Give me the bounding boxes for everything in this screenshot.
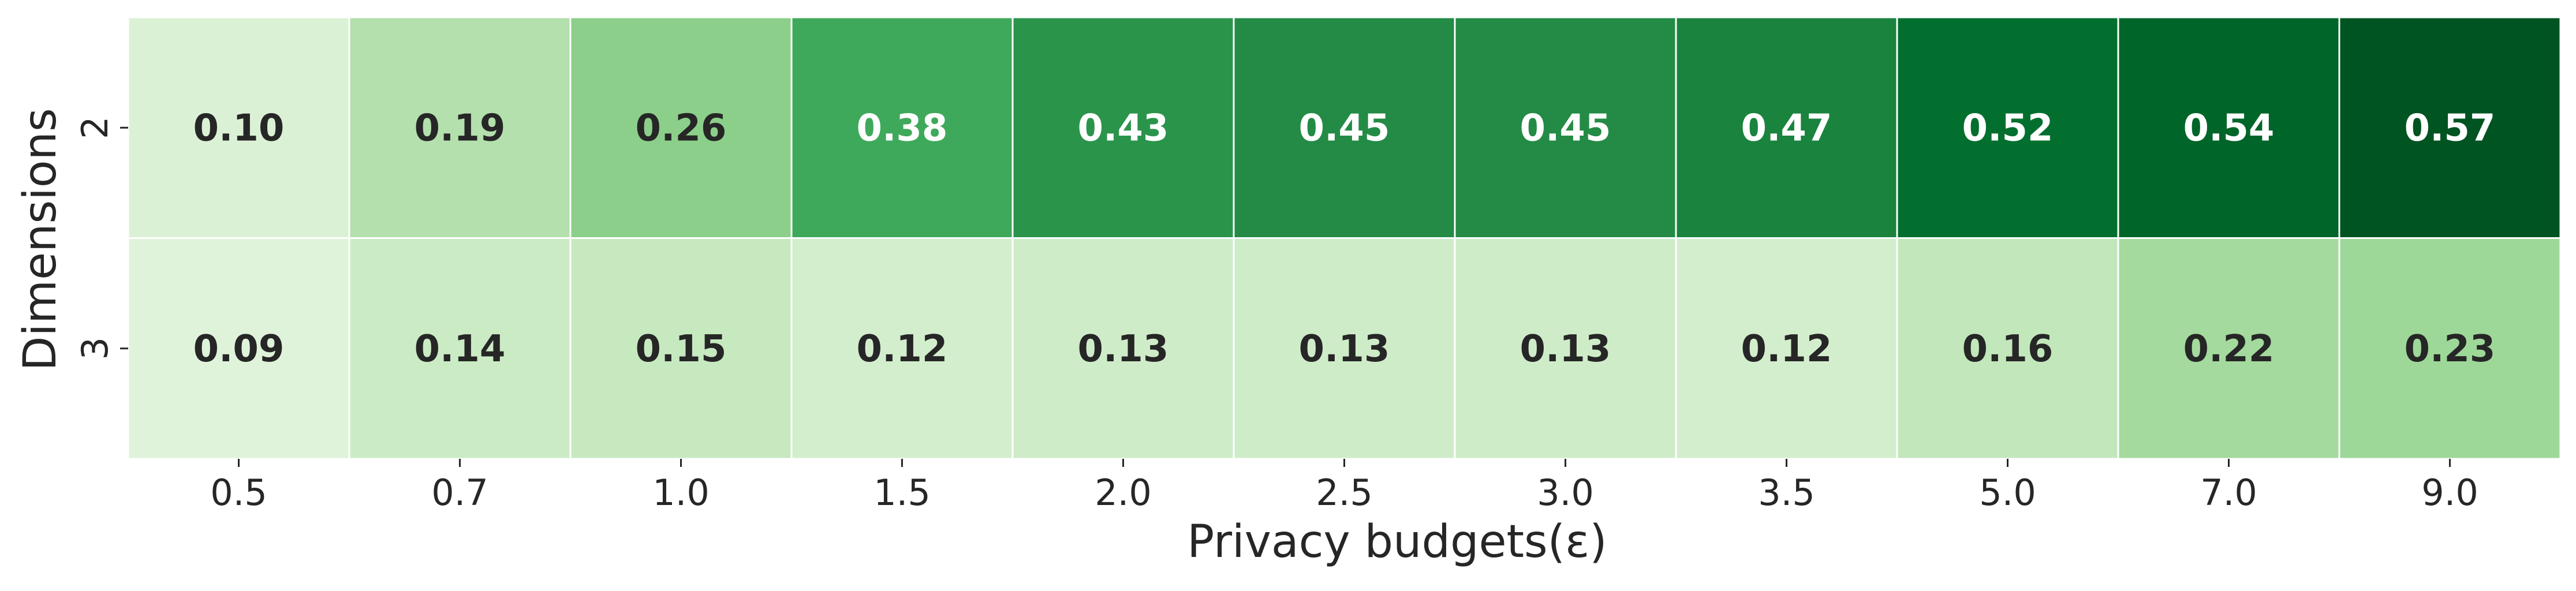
heatmap-cell-label: 0.12 <box>1741 328 1832 371</box>
heatmap-cell <box>1233 237 1456 460</box>
x-tick-label: 2.0 <box>1095 472 1152 514</box>
heatmap-cell <box>1233 16 1456 239</box>
heatmap-cell <box>2117 16 2340 239</box>
heatmap-cell-label: 0.12 <box>857 328 948 371</box>
heatmap-cell-label: 0.22 <box>2183 328 2275 371</box>
heatmap-cell <box>790 237 1014 460</box>
heatmap-cell <box>348 237 572 460</box>
heatmap-cells <box>127 16 2562 460</box>
heatmap-cell-label: 0.43 <box>1078 107 1169 149</box>
x-tick-label: 7.0 <box>2200 472 2257 514</box>
heatmap-cell-label: 0.13 <box>1299 328 1390 371</box>
heatmap-cell <box>1896 237 2119 460</box>
heatmap-cell <box>569 237 793 460</box>
heatmap-cell <box>790 16 1014 239</box>
x-tick-label: 2.5 <box>1316 472 1373 514</box>
heatmap-cell <box>127 237 350 460</box>
heatmap-cell <box>2338 237 2562 460</box>
heatmap-cell-label: 0.10 <box>193 107 285 149</box>
x-tick-label: 5.0 <box>1979 472 2036 514</box>
y-axis-ticks: 23 <box>74 117 128 360</box>
x-tick-label: 9.0 <box>2421 472 2478 514</box>
heatmap-cell-label: 0.15 <box>636 328 727 371</box>
heatmap-cell <box>2117 237 2340 460</box>
heatmap-cell-label: 0.52 <box>1962 107 2054 149</box>
x-axis-ticks: 0.5 0.7 1.0 1.5 2.0 2.5 3.0 3.5 5.0 7.0 9.0 <box>210 459 2478 514</box>
heatmap-cell-label: 0.14 <box>415 328 506 371</box>
x-tick-label: 0.7 <box>431 472 488 514</box>
heatmap-cell <box>1011 237 1235 460</box>
heatmap-cell-label: 0.09 <box>193 328 285 371</box>
x-tick-label: 3.0 <box>1537 472 1594 514</box>
heatmap-cell-label: 0.26 <box>636 107 727 149</box>
x-tick-label: 3.5 <box>1758 472 1815 514</box>
y-tick-label: 2 <box>74 117 116 139</box>
heatmap-cell <box>1454 237 1677 460</box>
heatmap-cell <box>569 16 793 239</box>
heatmap-cell-label: 0.19 <box>415 107 506 149</box>
heatmap-cell-label: 0.16 <box>1962 328 2054 371</box>
x-tick-label: 1.5 <box>873 472 931 514</box>
heatmap-cell-label: 0.13 <box>1520 328 1611 371</box>
heatmap-cell-label: 0.45 <box>1520 107 1611 149</box>
y-axis-label: Dimensions <box>14 108 66 371</box>
heatmap-cell <box>2338 16 2562 239</box>
heatmap-cell-label: 0.57 <box>2405 107 2496 149</box>
x-tick-label: 0.5 <box>210 472 267 514</box>
heatmap-cell <box>127 16 350 239</box>
heatmap-cell <box>1675 16 1898 239</box>
y-tick-label: 3 <box>74 337 116 360</box>
heatmap-cell-label: 0.38 <box>857 107 948 149</box>
x-axis-label: Privacy budgets(ε) <box>1187 516 1607 568</box>
heatmap-cell-label: 0.45 <box>1299 107 1390 149</box>
heatmap-cell <box>1011 16 1235 239</box>
heatmap-cell <box>348 16 572 239</box>
x-tick-label: 1.0 <box>652 472 710 514</box>
heatmap-cell-labels: 0.10 0.19 0.26 0.38 0.43 0.45 0.45 0.47 0.52 0.54… <box>193 107 2496 371</box>
heatmap-cell-label: 0.54 <box>2183 107 2275 149</box>
heatmap-cell-label: 0.23 <box>2405 328 2496 371</box>
heatmap-cell-label: 0.13 <box>1078 328 1169 371</box>
heatmap-cell-label: 0.47 <box>1741 107 1832 149</box>
heatmap-cell <box>1675 237 1898 460</box>
